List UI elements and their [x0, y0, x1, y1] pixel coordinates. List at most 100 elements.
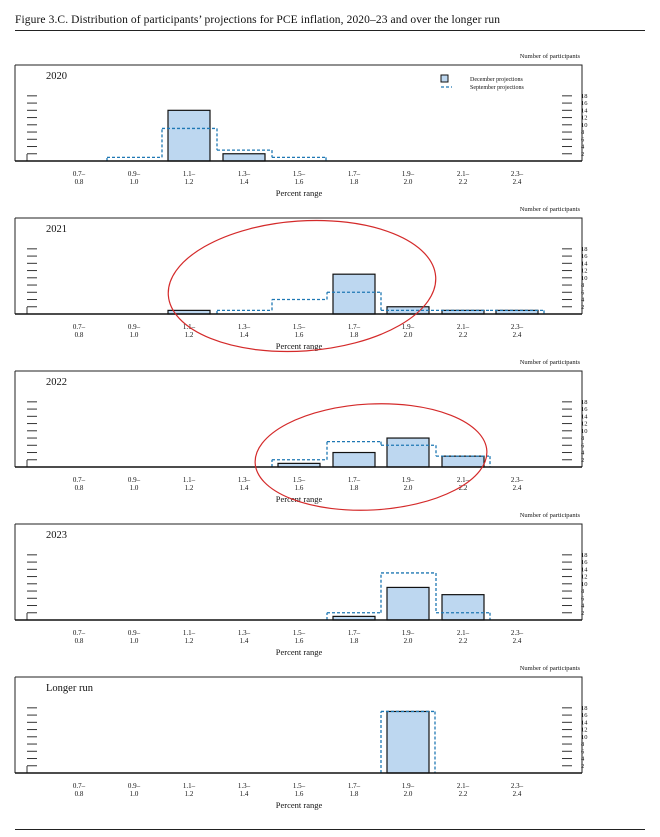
- y-tick-label: 10: [581, 122, 588, 129]
- x-tick-label: 1.5–: [293, 476, 306, 484]
- x-tick-label: 1.8: [350, 331, 359, 339]
- x-tick-label: 1.5–: [293, 629, 306, 637]
- x-tick-label: 2.2: [459, 484, 468, 492]
- x-tick-label: 2.3–: [511, 782, 524, 790]
- y-tick-label: 12: [581, 268, 588, 275]
- line-september: [106, 127, 327, 161]
- y-tick-label: 8: [581, 588, 584, 595]
- x-tick-label: 2.1–: [457, 476, 470, 484]
- y-tick-label: 16: [581, 406, 588, 413]
- line-september: [380, 710, 436, 773]
- x-tick-label: 2.4: [513, 178, 522, 186]
- x-tick-label: 1.9–: [402, 782, 415, 790]
- x-tick-label: 2.2: [459, 331, 468, 339]
- x-tick-label: 2.1–: [457, 629, 470, 637]
- x-tick-label: 1.6: [295, 484, 304, 492]
- y-axis-title: Number of participants: [520, 206, 581, 213]
- y-tick-label: 16: [581, 253, 588, 260]
- bar-december: [167, 109, 211, 162]
- x-tick-label: 1.1–: [183, 629, 196, 637]
- y-tick-label: 6: [581, 442, 585, 449]
- y-tick-label: 12: [581, 727, 588, 734]
- x-tick-label: 1.5–: [293, 170, 306, 178]
- bottom-rule: [15, 829, 645, 830]
- x-tick-label: 0.8: [75, 331, 84, 339]
- x-tick-label: 1.4: [240, 331, 249, 339]
- x-tick-label: 1.3–: [238, 170, 251, 178]
- bar-december: [441, 455, 485, 468]
- x-tick-label: 1.2: [185, 790, 194, 798]
- y-tick-label: 10: [581, 428, 588, 435]
- y-tick-label: 2: [581, 457, 584, 464]
- panel-2023: Number of participants 2023 24681012141618…: [14, 512, 588, 657]
- y-tick-label: 8: [581, 435, 584, 442]
- y-tick-label: 6: [581, 595, 585, 602]
- x-tick-label: 1.3–: [238, 782, 251, 790]
- legend-label-december: December projections: [470, 77, 523, 83]
- y-tick-label: 8: [581, 129, 584, 136]
- y-tick-label: 8: [581, 282, 584, 289]
- x-tick-label: 1.9–: [402, 170, 415, 178]
- legend-swatch-december: [440, 74, 449, 83]
- panel-longer-run: Number of participants Longer run 24681012…: [14, 665, 588, 810]
- x-tick-label: 1.8: [350, 484, 359, 492]
- x-tick-label: 2.4: [513, 637, 522, 645]
- x-tick-label: 1.6: [295, 178, 304, 186]
- x-tick-label: 1.3–: [238, 476, 251, 484]
- y-tick-label: 10: [581, 581, 588, 588]
- line-september: [326, 572, 491, 620]
- x-tick-label: 2.0: [404, 790, 413, 798]
- annotation-ellipse-2021: [167, 219, 437, 353]
- x-tick-label: 1.0: [130, 484, 139, 492]
- y-tick-label: 4: [581, 603, 585, 610]
- x-tick-label: 2.0: [404, 637, 413, 645]
- x-tick-label: 2.3–: [511, 170, 524, 178]
- x-tick-label: 2.1–: [457, 170, 470, 178]
- x-tick-label: 1.0: [130, 178, 139, 186]
- y-tick-label: 12: [581, 421, 588, 428]
- x-tick-label: 1.1–: [183, 476, 196, 484]
- panel-label: 2022: [46, 377, 67, 388]
- x-tick-label: 2.2: [459, 178, 468, 186]
- y-axis-title: Number of participants: [520, 53, 581, 60]
- x-tick-label: 1.8: [350, 178, 359, 186]
- panel-2022: Number of participants 2022 24681012141618…: [14, 359, 588, 504]
- y-axis-title: Number of participants: [520, 665, 581, 672]
- x-axis-title: Percent range: [276, 494, 323, 504]
- x-tick-label: 0.9–: [128, 170, 141, 178]
- panel-frame: [14, 217, 583, 314]
- x-tick-label: 1.7–: [348, 170, 361, 178]
- x-tick-label: 2.4: [513, 790, 522, 798]
- bar-december: [441, 594, 485, 621]
- x-tick-label: 1.2: [185, 178, 194, 186]
- panel-frame: [14, 676, 583, 773]
- x-tick-label: 1.7–: [348, 323, 361, 331]
- x-tick-label: 0.7–: [73, 170, 86, 178]
- x-tick-label: 2.2: [459, 637, 468, 645]
- panel-frame: [14, 523, 583, 620]
- title-rule: [15, 30, 645, 31]
- x-tick-label: 0.9–: [128, 323, 141, 331]
- x-tick-label: 1.7–: [348, 476, 361, 484]
- x-tick-label: 1.6: [295, 637, 304, 645]
- x-tick-label: 1.5–: [293, 323, 306, 331]
- x-tick-label: 1.6: [295, 331, 304, 339]
- x-tick-label: 1.2: [185, 484, 194, 492]
- annotation-ellipse-2022: [254, 403, 488, 511]
- x-tick-label: 1.4: [240, 637, 249, 645]
- y-tick-label: 2: [581, 610, 584, 617]
- y-tick-label: 12: [581, 574, 588, 581]
- x-tick-label: 1.6: [295, 790, 304, 798]
- panel-label: 2021: [46, 224, 67, 235]
- y-tick-label: 14: [581, 260, 588, 267]
- x-tick-label: 2.0: [404, 178, 413, 186]
- bar-december: [332, 451, 376, 468]
- y-tick-label: 4: [581, 450, 585, 457]
- y-tick-label: 18: [581, 93, 588, 100]
- x-axis-title: Percent range: [276, 188, 323, 198]
- x-tick-label: 2.3–: [511, 476, 524, 484]
- x-tick-label: 1.7–: [348, 629, 361, 637]
- y-tick-label: 18: [581, 705, 588, 712]
- x-tick-label: 1.2: [185, 637, 194, 645]
- panel-2020: Number of participants 2020 24681012141618…: [14, 53, 588, 198]
